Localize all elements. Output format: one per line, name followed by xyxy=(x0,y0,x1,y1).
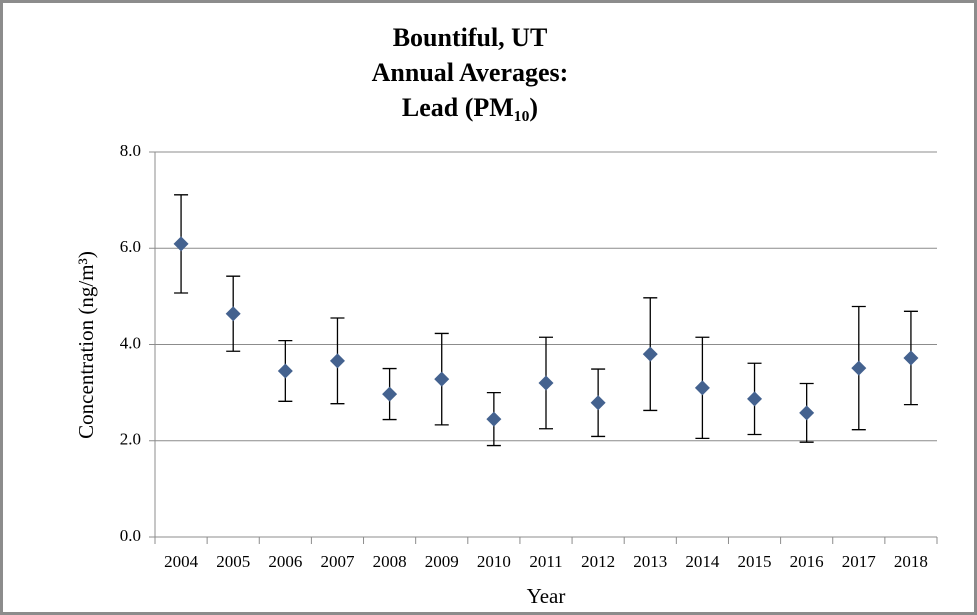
data-point xyxy=(851,360,867,376)
data-point xyxy=(747,391,763,407)
data-point xyxy=(277,363,293,379)
y-axis-title: Concentration (ng/m³) xyxy=(74,251,98,439)
x-tick-label: 2007 xyxy=(320,552,355,571)
chart-title: Annual Averages: xyxy=(372,58,569,87)
chart-title: Bountiful, UT xyxy=(393,23,548,52)
data-point xyxy=(799,405,815,421)
data-point xyxy=(434,371,450,387)
x-tick-label: 2015 xyxy=(738,552,772,571)
x-axis-title: Year xyxy=(527,584,566,608)
x-tick-label: 2012 xyxy=(581,552,615,571)
x-tick-label: 2014 xyxy=(685,552,720,571)
x-tick-label: 2006 xyxy=(268,552,302,571)
data-point xyxy=(225,306,241,322)
data-point xyxy=(590,395,606,411)
x-tick-label: 2009 xyxy=(425,552,459,571)
data-point xyxy=(642,346,658,362)
y-tick-label: 8.0 xyxy=(120,141,141,160)
data-point xyxy=(694,380,710,396)
data-point xyxy=(173,236,189,252)
y-tick-label: 2.0 xyxy=(120,430,141,449)
x-tick-label: 2018 xyxy=(894,552,928,571)
x-tick-label: 2005 xyxy=(216,552,250,571)
data-point xyxy=(486,411,502,427)
x-tick-label: 2008 xyxy=(373,552,407,571)
x-tick-label: 2017 xyxy=(842,552,877,571)
y-tick-label: 6.0 xyxy=(120,237,141,256)
x-tick-label: 2013 xyxy=(633,552,667,571)
data-point xyxy=(903,350,919,366)
y-tick-label: 0.0 xyxy=(120,526,141,545)
chart-title: Lead (PM₁₀) xyxy=(402,93,538,122)
x-tick-label: 2016 xyxy=(790,552,824,571)
x-tick-label: 2010 xyxy=(477,552,511,571)
data-point xyxy=(538,375,554,391)
data-point xyxy=(329,353,345,369)
data-point xyxy=(382,386,398,402)
x-tick-label: 2011 xyxy=(529,552,562,571)
x-tick-label: 2004 xyxy=(164,552,199,571)
y-tick-label: 4.0 xyxy=(120,333,141,352)
